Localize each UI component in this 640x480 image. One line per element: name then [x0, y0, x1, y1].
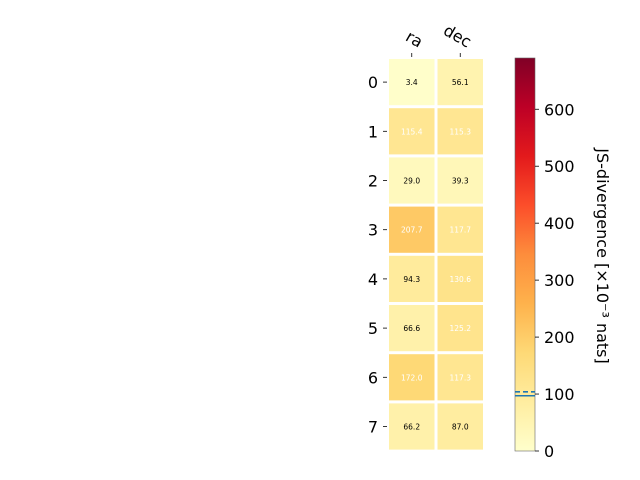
heatmap-cell — [389, 157, 435, 204]
cell-value-label: 3.4 — [406, 78, 418, 87]
cell-value-label: 117.3 — [450, 373, 472, 382]
colorbar-tick-label: 300 — [544, 271, 575, 290]
cell-value-label: 66.6 — [403, 324, 420, 333]
heatmap-cell — [437, 354, 483, 401]
colorbar-gradient — [514, 57, 536, 452]
row-tick-label: 2 — [368, 172, 378, 191]
column-tick-labels: ra dec — [403, 21, 475, 57]
heatmap-cell — [437, 157, 483, 204]
row-tick-label: 4 — [368, 270, 378, 289]
row-tick-label: 0 — [368, 73, 378, 92]
heatmap-cell — [437, 206, 483, 253]
row-tick-label: 5 — [368, 319, 378, 338]
heatmap-cell — [437, 255, 483, 302]
column-tick-label: dec — [440, 21, 474, 52]
heatmap-grid: 3.4 56.1 115.4 115.3 29.0 39.3 207.7 117.7 94.3 1… — [389, 59, 483, 450]
colorbar: 0 100 200 300 400 500 600 — [514, 57, 575, 461]
colorbar-tick-label: 400 — [544, 214, 575, 233]
cell-value-label: 125.2 — [450, 324, 472, 333]
cell-value-label: 87.0 — [452, 423, 469, 432]
cell-value-label: 117.7 — [450, 226, 472, 235]
colorbar-tick-label: 200 — [544, 328, 575, 347]
row-tick-label: 6 — [368, 368, 378, 387]
cell-value-label: 172.0 — [401, 373, 423, 382]
heatmap-cell — [389, 108, 435, 155]
colorbar-tick-label: 600 — [544, 100, 575, 119]
cell-value-label: 39.3 — [452, 177, 469, 186]
cell-value-label: 207.7 — [401, 226, 423, 235]
column-tick-label: ra — [403, 27, 427, 52]
cell-value-label: 66.2 — [403, 423, 420, 432]
heatmap-cell — [389, 305, 435, 352]
heatmap-cell — [437, 403, 483, 450]
cell-value-label: 115.3 — [450, 127, 472, 136]
row-tick-labels: 0 1 2 3 4 5 6 7 — [368, 73, 387, 437]
heatmap-cell — [389, 255, 435, 302]
heatmap-cell — [389, 403, 435, 450]
colorbar-label: JS-divergence [×10⁻³ nats] — [593, 147, 612, 363]
heatmap-cell — [437, 305, 483, 352]
heatmap-cell — [437, 108, 483, 155]
cell-value-label: 94.3 — [403, 275, 420, 284]
colorbar-tick-label: 500 — [544, 157, 575, 176]
heatmap-cell — [389, 206, 435, 253]
cell-value-label: 115.4 — [401, 127, 423, 136]
cell-value-label: 29.0 — [403, 177, 420, 186]
heatmap-cell — [389, 354, 435, 401]
colorbar-tick-label: 100 — [544, 385, 575, 404]
colorbar-tick-label: 0 — [544, 442, 554, 461]
heatmap-cell — [437, 59, 483, 106]
cell-value-label: 130.6 — [450, 275, 472, 284]
cell-value-label: 56.1 — [452, 78, 469, 87]
row-tick-label: 3 — [368, 221, 378, 240]
row-tick-label: 7 — [368, 418, 378, 437]
heatmap-cell — [389, 59, 435, 106]
row-tick-label: 1 — [368, 122, 378, 141]
